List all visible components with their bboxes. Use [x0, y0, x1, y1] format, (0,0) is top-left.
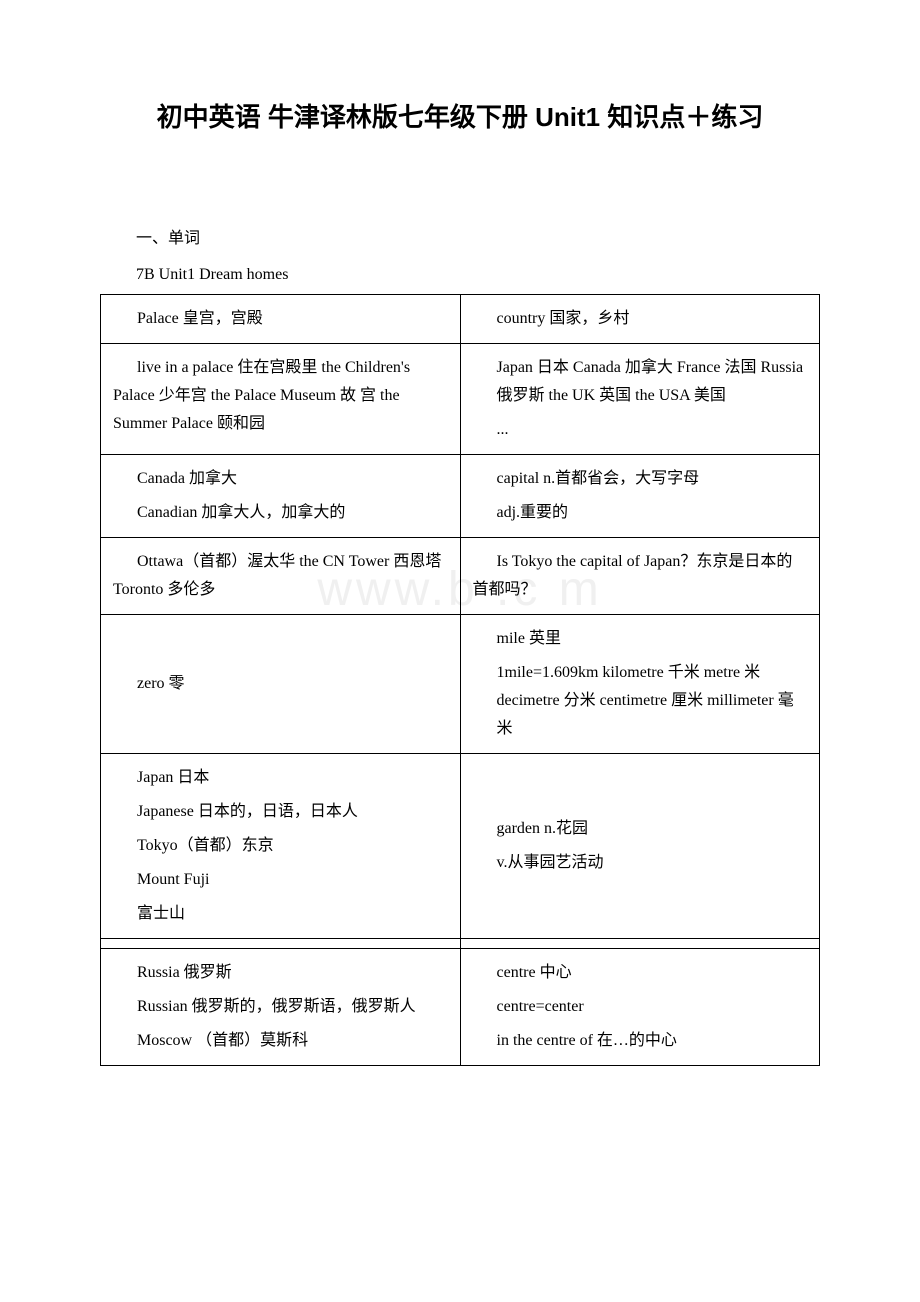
cell-right: country 国家，乡村: [460, 295, 820, 344]
cell-text: centre=center: [497, 993, 808, 1021]
cell-text: Moscow （首都）莫斯科: [113, 1027, 448, 1055]
table-row: [101, 939, 820, 949]
cell-text: ...: [497, 416, 808, 444]
section-heading: 一、单词: [136, 224, 820, 248]
table-row: Ottawa（首都）渥太华 the CN Tower 西恩塔 Toronto 多…: [101, 538, 820, 615]
vocab-table: Palace 皇宫，宫殿 country 国家，乡村 live in a pal…: [100, 294, 820, 1066]
cell-text: Japanese 日本的，日语，日本人: [113, 798, 448, 826]
cell-text: Ottawa（首都）渥太华 the CN Tower 西恩塔 Toronto 多…: [113, 548, 448, 604]
cell-text: v.从事园艺活动: [497, 849, 808, 877]
cell-text: Russian 俄罗斯的，俄罗斯语，俄罗斯人: [113, 993, 448, 1021]
cell-left: Ottawa（首都）渥太华 the CN Tower 西恩塔 Toronto 多…: [101, 538, 461, 615]
cell-left: Palace 皇宫，宫殿: [101, 295, 461, 344]
cell-text: Japan 日本: [113, 764, 448, 792]
cell-left: Canada 加拿大 Canadian 加拿大人，加拿大的: [101, 455, 461, 538]
cell-left: Japan 日本 Japanese 日本的，日语，日本人 Tokyo（首都）东京…: [101, 754, 461, 939]
cell-text: Tokyo（首都）东京: [113, 832, 448, 860]
cell-text: mile 英里: [497, 625, 808, 653]
cell-text: centre 中心: [497, 959, 808, 987]
cell-right: [460, 939, 820, 949]
cell-right: Japan 日本 Canada 加拿大 France 法国 Russia 俄罗斯…: [460, 344, 820, 455]
cell-left: zero 零: [101, 615, 461, 754]
table-row: Japan 日本 Japanese 日本的，日语，日本人 Tokyo（首都）东京…: [101, 754, 820, 939]
cell-right: Is Tokyo the capital of Japan？东京是日本的首都吗？: [460, 538, 820, 615]
page-title: 初中英语 牛津译林版七年级下册 Unit1 知识点＋练习: [100, 97, 820, 134]
cell-right: centre 中心 centre=center in the centre of…: [460, 949, 820, 1066]
cell-text: 富士山: [113, 900, 448, 928]
table-row: Palace 皇宫，宫殿 country 国家，乡村: [101, 295, 820, 344]
cell-right: capital n.首都省会，大写字母 adj.重要的: [460, 455, 820, 538]
sub-heading: 7B Unit1 Dream homes: [136, 266, 820, 284]
cell-text: capital n.首都省会，大写字母: [497, 465, 808, 493]
cell-right: mile 英里 1mile=1.609km kilometre 千米 metre…: [460, 615, 820, 754]
table-row: live in a palace 住在宫殿里 the Children's Pa…: [101, 344, 820, 455]
cell-text: Russia 俄罗斯: [113, 959, 448, 987]
cell-text: Canadian 加拿大人，加拿大的: [137, 499, 448, 527]
cell-text: Is Tokyo the capital of Japan？东京是日本的首都吗？: [473, 548, 808, 604]
table-row: zero 零 mile 英里 1mile=1.609km kilometre 千…: [101, 615, 820, 754]
cell-text: Mount Fuji: [113, 866, 448, 894]
cell-right: garden n.花园 v.从事园艺活动: [460, 754, 820, 939]
cell-left: Russia 俄罗斯 Russian 俄罗斯的，俄罗斯语，俄罗斯人 Moscow…: [101, 949, 461, 1066]
cell-text: live in a palace 住在宫殿里 the Children's Pa…: [113, 354, 448, 438]
cell-text: country 国家，乡村: [497, 305, 808, 333]
cell-text: Japan 日本 Canada 加拿大 France 法国 Russia 俄罗斯…: [497, 354, 808, 410]
cell-text: in the centre of 在…的中心: [497, 1027, 808, 1055]
cell-left: [101, 939, 461, 949]
cell-text: garden n.花园: [497, 815, 808, 843]
cell-text: adj.重要的: [497, 499, 808, 527]
cell-text: zero 零: [137, 670, 448, 698]
cell-text: 1mile=1.609km kilometre 千米 metre 米 decim…: [497, 659, 808, 743]
table-row: Canada 加拿大 Canadian 加拿大人，加拿大的 capital n.…: [101, 455, 820, 538]
cell-text: Canada 加拿大: [137, 465, 448, 493]
cell-text: Palace 皇宫，宫殿: [137, 305, 448, 333]
cell-left: live in a palace 住在宫殿里 the Children's Pa…: [101, 344, 461, 455]
table-row: Russia 俄罗斯 Russian 俄罗斯的，俄罗斯语，俄罗斯人 Moscow…: [101, 949, 820, 1066]
